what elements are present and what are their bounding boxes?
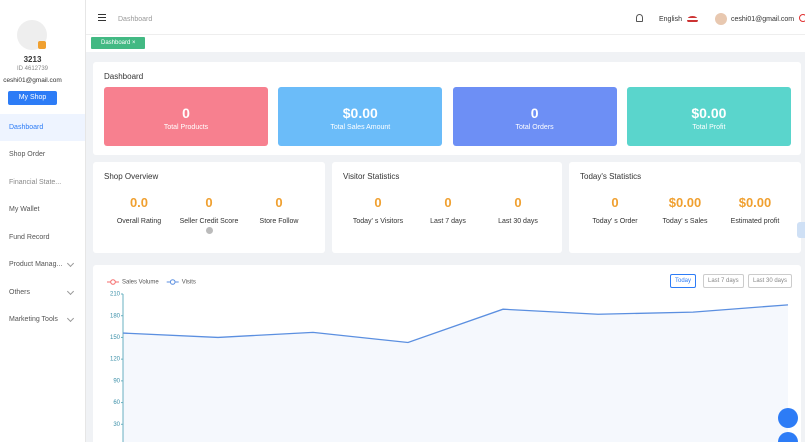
user-id: ID 4612739 — [16, 66, 49, 72]
summary-value: $0.00 — [342, 105, 378, 121]
y-tick-label: 150 — [110, 335, 121, 341]
area — [123, 304, 788, 442]
menu-item[interactable]: Financial State... — [9, 179, 62, 186]
sidebar: 3213 ID 4612739 ceshi01@gmail.com My Sho… — [0, 0, 86, 442]
menu-group[interactable]: Marketing Tools — [0, 306, 85, 333]
summary-card: 0 Total Orders — [452, 87, 617, 146]
stat-value: 0.0 — [129, 195, 149, 210]
range-button[interactable]: Last 30 days — [748, 274, 793, 288]
summary-value: $0.00 — [691, 105, 727, 121]
card-title: Today's Statistics — [580, 172, 642, 181]
menu-item[interactable]: Dashboard — [0, 114, 85, 141]
stat-label: Store Follow — [259, 218, 299, 225]
tab[interactable]: Dashboard × — [91, 37, 145, 49]
series-line — [122, 304, 789, 344]
menu-item[interactable]: Marketing Tools — [9, 316, 58, 323]
summary-value: 0 — [182, 105, 190, 121]
tab-label: Dashboard — [101, 40, 131, 46]
y-tick-label: 90 — [113, 378, 120, 384]
menu-item[interactable]: My Wallet — [9, 206, 40, 213]
card-title: Dashboard — [104, 72, 144, 81]
summary-label: Total Sales Amount — [330, 124, 391, 131]
summary-label: Total Products — [163, 124, 209, 131]
email: ceshi01@gmail.com — [3, 77, 62, 84]
summary-card: $0.00 Total Profit — [626, 87, 791, 146]
legend-marker — [169, 279, 176, 285]
username: 3213 — [23, 55, 42, 64]
stat-value: 0 — [275, 195, 283, 210]
stat: $0.00 Today' s Sales — [647, 195, 723, 225]
y-tick-label: 210 — [110, 292, 121, 298]
side-tab[interactable] — [797, 222, 805, 238]
stat-label: Last 7 days — [430, 218, 466, 225]
user-email[interactable]: ceshi01@gmail.com — [731, 16, 795, 23]
bell-icon[interactable] — [636, 14, 643, 22]
legend-marker — [110, 279, 116, 285]
stat-value: 0 — [444, 195, 452, 210]
summary-card: $0.00 Total Sales Amount — [278, 87, 443, 146]
breadcrumb: Dashboard — [118, 16, 153, 23]
menu-group[interactable]: Product Manag... — [0, 251, 85, 278]
logout-icon[interactable] — [799, 14, 805, 22]
flag-icon[interactable] — [687, 16, 698, 24]
stat-label: Last 30 days — [498, 218, 538, 225]
legend-label: Sales Volume — [122, 280, 159, 286]
dashboard-card: Dashboard 0 Total Products $0.00 Total Sale… — [93, 62, 801, 155]
chat-button[interactable] — [778, 408, 798, 428]
tabs-bar: Dashboard × — [86, 35, 805, 52]
card-title: Visitor Statistics — [343, 172, 400, 181]
stat-label: Estimated profit — [730, 218, 780, 225]
stat-value: 0 — [205, 195, 213, 210]
menu-group[interactable]: Others — [0, 279, 85, 306]
stat-value: $0.00 — [738, 195, 772, 210]
y-tick-label: 120 — [110, 357, 121, 363]
service-button[interactable] — [778, 432, 798, 442]
stats-card: Today's Statistics 0 Today' s Order $0.00 To… — [569, 162, 801, 253]
stat-value: 0 — [374, 195, 382, 210]
stat: 0 Today' s Visitors — [340, 195, 416, 225]
range-button[interactable]: Last 7 days — [703, 274, 744, 288]
summary-value: 0 — [530, 105, 539, 121]
summary-card: 0 Total Products — [104, 87, 268, 146]
stat-label: Today' s Sales — [662, 218, 708, 225]
chart-card: 30 60 90 120 150 180 210 Sales Volume Visits Tod… — [93, 265, 801, 442]
summary-label: Total Profit — [692, 124, 726, 131]
stat: 0 Last 30 days — [480, 195, 556, 225]
stat-label: Today' s Visitors — [352, 218, 404, 225]
stat-label: Today' s Order — [592, 218, 638, 225]
menu-item[interactable]: Product Manag... — [9, 261, 63, 268]
stat-value: 0 — [611, 195, 619, 210]
stat: 0 Today' s Order — [577, 195, 653, 225]
stat-value: 0 — [514, 195, 522, 210]
stats-card: Visitor Statistics 0 Today' s Visitors 0 Las… — [332, 162, 562, 253]
card-title: Shop Overview — [104, 172, 159, 181]
help-icon[interactable] — [205, 227, 213, 234]
user-avatar[interactable] — [715, 13, 727, 25]
menu-item[interactable]: Fund Record — [9, 234, 50, 241]
y-tick-label: 30 — [113, 422, 120, 428]
language[interactable]: English — [659, 16, 682, 23]
my-shop-button[interactable]: My Shop — [8, 91, 57, 105]
y-tick-label: 60 — [113, 400, 120, 406]
menu-toggle[interactable] — [98, 17, 106, 18]
stat: 0.0 Overall Rating — [101, 195, 177, 225]
y-tick-label: 180 — [110, 313, 121, 319]
stat: 0 Store Follow — [241, 195, 317, 225]
stat-value: $0.00 — [668, 195, 702, 210]
stat: $0.00 Estimated profit — [717, 195, 793, 225]
range-button[interactable]: Today — [670, 274, 697, 288]
stats-card: Shop Overview 0.0 Overall Rating 0 Seller Cr… — [93, 162, 325, 253]
stat-label: Overall Rating — [116, 218, 162, 225]
menu-item[interactable]: Shop Order — [9, 151, 46, 158]
legend-label: Visits — [182, 280, 196, 286]
stat-label: Seller Credit Score — [179, 218, 239, 225]
badge — [38, 41, 46, 49]
menu-item[interactable]: Others — [9, 289, 31, 296]
summary-label: Total Orders — [515, 124, 554, 131]
stat: 0 Seller Credit Score — [171, 195, 247, 234]
stat: 0 Last 7 days — [410, 195, 486, 225]
topbar: Dashboard English ceshi01@gmail.com — [86, 0, 805, 35]
